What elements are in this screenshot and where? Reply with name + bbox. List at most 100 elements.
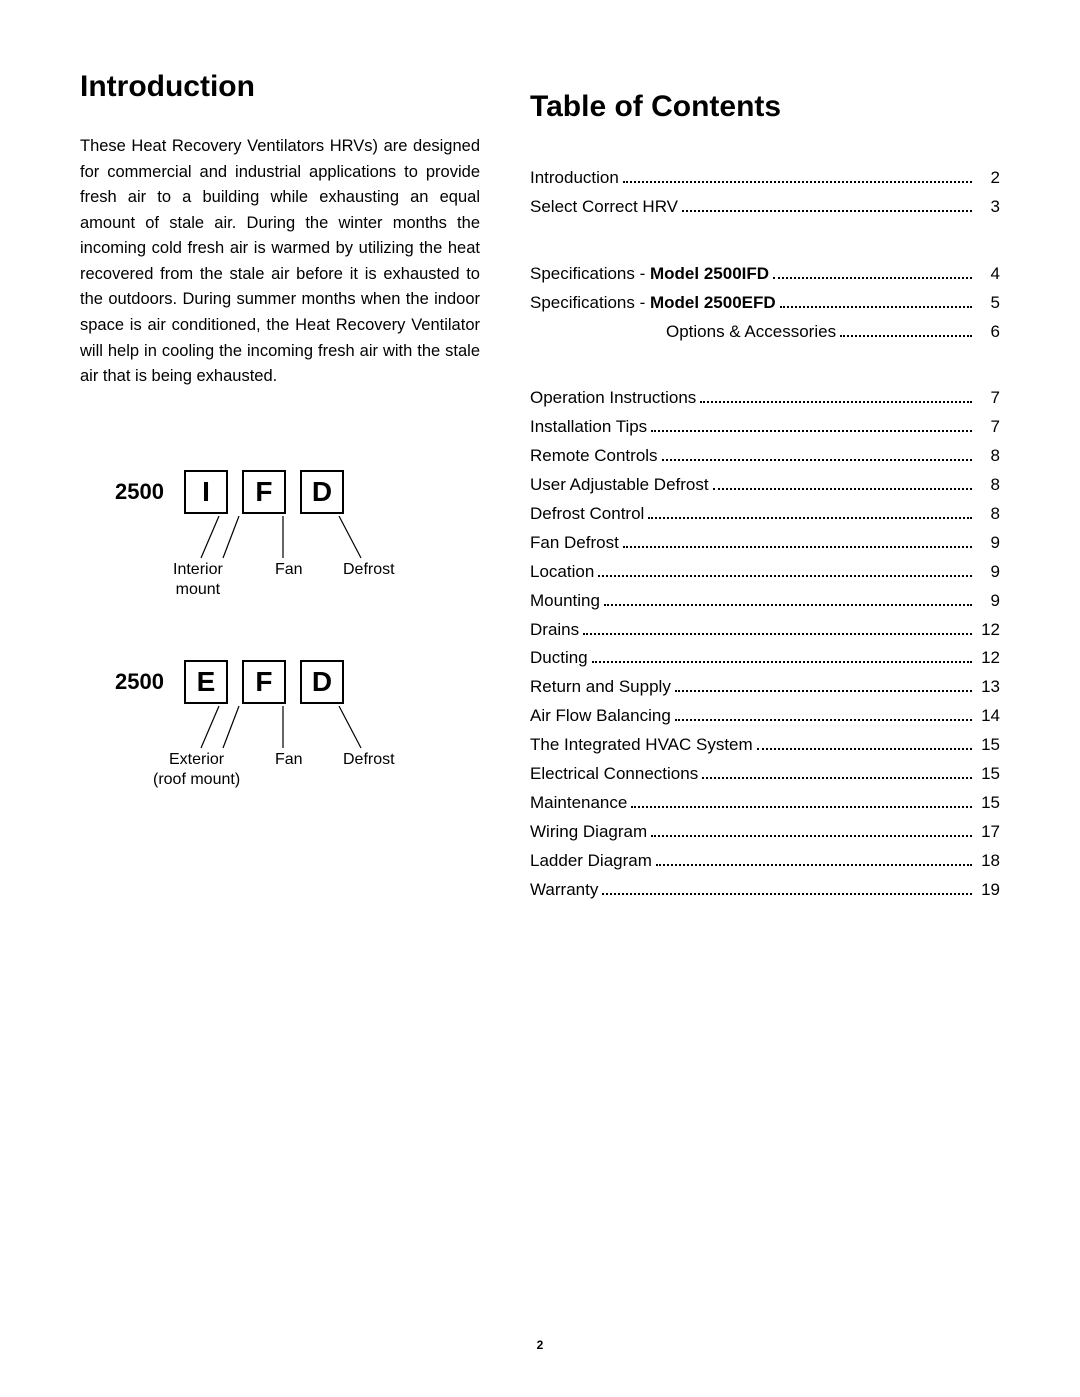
toc-label: Ducting [530,644,588,673]
model-letter-box: F [242,470,286,514]
model-row: 2500EFD [115,660,480,704]
toc-leader-dots [700,401,972,403]
toc-leader-dots [651,430,972,432]
toc-label: Mounting [530,587,600,616]
toc-label: Drains [530,616,579,645]
toc-page-number: 9 [976,558,1000,587]
toc-page-number: 15 [976,731,1000,760]
toc-row: Drains 12 [530,616,1000,645]
toc-row: Fan Defrost 9 [530,529,1000,558]
toc-label: Fan Defrost [530,529,619,558]
model-row: 2500IFD [115,470,480,514]
toc-leader-dots [651,835,972,837]
toc-page-number: 6 [976,318,1000,347]
toc-label: Remote Controls [530,442,658,471]
toc-label: Specifications - Model 2500EFD [530,289,776,318]
model-diagram: 2500EFD Exterior (roof mount) Fan Defrost [115,660,480,790]
toc-row: Select Correct HRV 3 [530,193,1000,222]
model-diagrams: 2500IFDInterior mountFanDefrost2500EFDEx… [80,470,480,790]
toc-row: Ducting 12 [530,644,1000,673]
toc-leader-dots [840,335,972,337]
toc-label: Air Flow Balancing [530,702,671,731]
model-caption: Fan [275,750,303,770]
toc-leader-dots [702,777,972,779]
model-letter-box: I [184,470,228,514]
toc-page-number: 12 [976,616,1000,645]
toc-page-number: 4 [976,260,1000,289]
toc-label: Wiring Diagram [530,818,647,847]
model-connector-lines [115,516,480,560]
toc-leader-dots [583,633,972,635]
page-number: 2 [0,1338,1080,1352]
table-of-contents: Introduction 2 Select Correct HRV 3 Specific… [530,164,1000,904]
toc-leader-dots [662,459,972,461]
toc-page-number: 18 [976,847,1000,876]
model-letter-box: F [242,660,286,704]
toc-label: Ladder Diagram [530,847,652,876]
toc-page-number: 12 [976,644,1000,673]
toc-label: Select Correct HRV [530,193,678,222]
model-caption: Interior mount [173,560,223,600]
toc-page-number: 19 [976,876,1000,905]
toc-page-number: 8 [976,500,1000,529]
toc-label: Options & Accessories [666,318,836,347]
toc-leader-dots [631,806,972,808]
toc-leader-dots [598,575,972,577]
toc-row: Specifications - Model 2500EFD5 [530,289,1000,318]
toc-leader-dots [602,893,972,895]
toc-row: Return and Supply13 [530,673,1000,702]
toc-page-number: 15 [976,789,1000,818]
toc-row: The Integrated HVAC System 15 [530,731,1000,760]
model-caption: Defrost [343,750,395,770]
toc-leader-dots [780,306,972,308]
toc-leader-dots [757,748,972,750]
toc-label: Location [530,558,594,587]
toc-page-number: 3 [976,193,1000,222]
model-captions: Interior mountFanDefrost [115,560,480,600]
toc-row: Maintenance15 [530,789,1000,818]
toc-leader-dots [592,661,972,663]
toc-row: Warranty 19 [530,876,1000,905]
toc-page-number: 8 [976,471,1000,500]
toc-page-number: 13 [976,673,1000,702]
toc-label: Operation Instructions [530,384,696,413]
toc-group: Operation Instructions7Installation Tips… [530,384,1000,904]
toc-page-number: 9 [976,529,1000,558]
toc-row: Operation Instructions7 [530,384,1000,413]
toc-leader-dots [773,277,972,279]
toc-row: Remote Controls8 [530,442,1000,471]
toc-row: Mounting9 [530,587,1000,616]
toc-label: Warranty [530,876,598,905]
toc-row: Defrost Control8 [530,500,1000,529]
model-connector-lines [115,706,480,750]
toc-label: Installation Tips [530,413,647,442]
toc-leader-dots [648,517,972,519]
toc-group: Introduction 2 Select Correct HRV 3 [530,164,1000,222]
intro-paragraph: These Heat Recovery Ventilators HRVs) ar… [80,134,480,390]
model-number: 2500 [115,669,164,695]
toc-label: Introduction [530,164,619,193]
toc-group: Specifications - Model 2500IFD4Specifica… [530,260,1000,347]
left-column: Introduction These Heat Recovery Ventila… [80,70,480,904]
toc-label: The Integrated HVAC System [530,731,753,760]
toc-leader-dots [656,864,972,866]
page-container: Introduction These Heat Recovery Ventila… [0,0,1080,944]
toc-row: Air Flow Balancing 14 [530,702,1000,731]
toc-leader-dots [623,181,972,183]
toc-page-number: 17 [976,818,1000,847]
toc-row: Location 9 [530,558,1000,587]
model-diagram: 2500IFD Interior mountFanDefrost [115,470,480,600]
toc-page-number: 14 [976,702,1000,731]
toc-leader-dots [713,488,972,490]
toc-page-number: 2 [976,164,1000,193]
toc-leader-dots [604,604,972,606]
toc-row: Installation Tips7 [530,413,1000,442]
model-caption: Defrost [343,560,395,580]
intro-heading: Introduction [80,70,480,104]
toc-row: Options & Accessories 6 [530,318,1000,347]
toc-row: Specifications - Model 2500IFD4 [530,260,1000,289]
model-caption: Exterior (roof mount) [153,750,240,790]
toc-leader-dots [682,210,972,212]
toc-row: Introduction 2 [530,164,1000,193]
toc-page-number: 15 [976,760,1000,789]
